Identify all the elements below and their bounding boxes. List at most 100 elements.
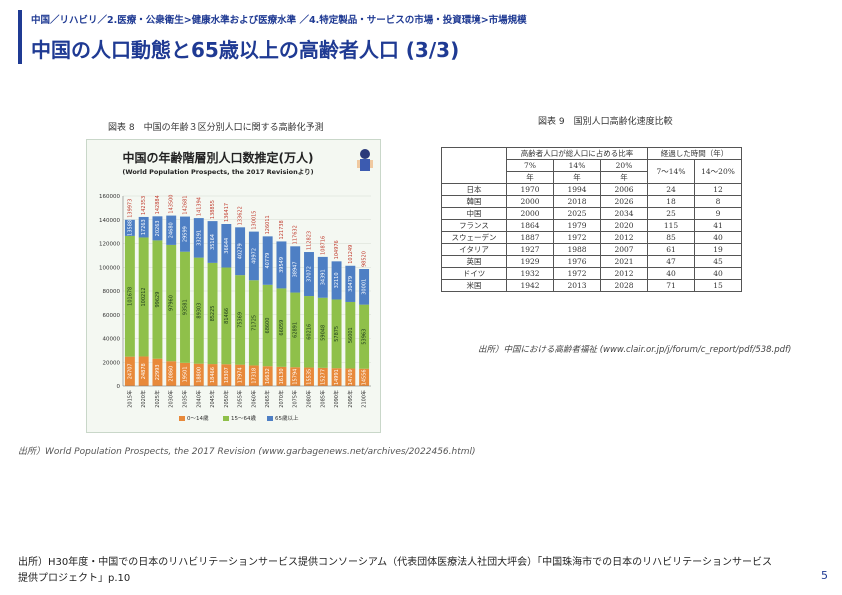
table-cell: 2007 <box>600 243 648 256</box>
bar-value-label: 32110 <box>334 272 340 288</box>
bar-segment-15-64 <box>124 235 135 357</box>
bar-value-label: 85225 <box>210 306 216 322</box>
bar-value-label: 59048 <box>320 325 326 341</box>
chart-subtitle: (World Population Prospects, the 2017 Re… <box>122 167 313 176</box>
bar-value-label: 15535 <box>307 369 313 385</box>
bar-segment-0-14 <box>248 365 259 386</box>
bar-value-label: 14769 <box>348 369 354 385</box>
table-cell: 1864 <box>506 219 554 232</box>
bar-segment-15-64 <box>221 267 232 365</box>
table-cell: 1887 <box>506 231 554 244</box>
bar-total-label: 98520 <box>362 251 368 267</box>
bar-value-label: 13588 <box>127 220 133 236</box>
x-axis: 2015年 2020年 2025年 2030年 2035年 2040年 2045年 2050年… <box>123 385 371 408</box>
bar-segment-0-14 <box>152 358 163 386</box>
bar-value-label: 100212 <box>141 287 147 306</box>
bar-segment-15-64 <box>138 237 149 357</box>
bar-segment-0-14 <box>276 366 287 386</box>
table-header-cell: 7% <box>506 159 554 172</box>
table-cell: 85 <box>647 231 695 244</box>
table-row: 米国 1942 2013 2028 71 15 <box>441 279 742 292</box>
bar-segment-0-14 <box>331 368 342 386</box>
table-cell-country: 韓国 <box>441 195 507 208</box>
table-cell: 1970 <box>506 183 554 196</box>
table-cell: 2000 <box>506 207 554 220</box>
table-cell: 18 <box>647 195 695 208</box>
x-tick-label: 2095年 <box>347 390 354 408</box>
bar-value-label: 57875 <box>334 326 340 342</box>
bar-value-label: 19501 <box>183 366 189 382</box>
x-tick-label: 2060年 <box>250 390 257 408</box>
bar-segment-0-14 <box>180 362 190 386</box>
table-cell: 2034 <box>600 207 648 220</box>
bar-segment-0-14 <box>138 356 149 386</box>
table-cell: 71 <box>647 279 695 292</box>
table-row: 英国 1929 1976 2021 47 45 <box>441 255 742 268</box>
table-header-cell: 14〜20% <box>694 159 742 184</box>
page-title: 中国の人口動態と65歳以上の高齢者人口 (3/3) <box>31 38 460 62</box>
table-cell: 40 <box>694 267 742 280</box>
table-header-cell: 経過した時間（年） <box>647 147 742 160</box>
x-tick-label: 2075年 <box>292 390 299 408</box>
bar-segment-15-64 <box>180 251 190 363</box>
table-cell: 1927 <box>506 243 554 256</box>
table-cell: 19 <box>694 243 742 256</box>
table-cell-country: 日本 <box>441 183 507 196</box>
table-cell: 12 <box>694 183 742 196</box>
legend-label: 0〜14歳 <box>187 414 209 422</box>
bar-segment-65-plus <box>138 216 149 238</box>
table-cell: 2020 <box>600 219 648 232</box>
bar-segment-0-14 <box>221 364 232 386</box>
table-header-cell: 7〜14% <box>647 159 695 184</box>
breadcrumb: 中国／リハビリ／2.医療・公衆衛生>健康水準および医療水準 ／4.特定製品・サー… <box>31 15 527 26</box>
chart-title: 中国の年齢階層別人口数推定(万人) <box>123 150 314 165</box>
legend-label: 65歳以上 <box>275 414 299 422</box>
bar-segment-0-14 <box>317 367 328 386</box>
table-row: 日本 1970 1994 2006 24 12 <box>441 183 742 196</box>
table-cell-country: イタリア <box>441 243 507 256</box>
bar-value-label: 81466 <box>224 308 230 324</box>
bar-value-label: 75369 <box>238 312 244 328</box>
table-cell: 2018 <box>553 195 601 208</box>
bar-segment-15-64 <box>359 304 370 369</box>
table-cell: 1988 <box>553 243 601 256</box>
bar-total-label: 104976 <box>334 240 340 259</box>
bar-value-label: 56001 <box>348 327 354 343</box>
bar-value-label: 101678 <box>127 287 133 306</box>
table-cell: 1972 <box>553 231 601 244</box>
x-tick-label: 2040年 <box>195 390 202 408</box>
table-row: イタリア 1927 1988 2007 61 19 <box>441 243 742 256</box>
bar-value-label: 16130 <box>279 368 285 384</box>
table-header-cell: 年 <box>553 171 601 184</box>
y-tick-label: 140000 <box>99 218 120 224</box>
x-tick-label: 2055年 <box>237 390 244 408</box>
bar-segment-15-64 <box>235 275 246 365</box>
bar-value-label: 99629 <box>155 292 161 308</box>
bar-total-label: 142681 <box>183 195 189 214</box>
bar-segment-15-64 <box>304 296 314 368</box>
bar-value-label: 38947 <box>293 261 299 277</box>
bar-value-label: 89303 <box>196 303 202 319</box>
bar-segment-65-plus <box>262 236 273 285</box>
bar-value-label: 16632 <box>265 368 271 384</box>
table-cell: 2006 <box>600 183 648 196</box>
bar-segment-15-64 <box>207 262 218 365</box>
y-tick-label: 40000 <box>103 337 121 343</box>
table-cell-country: スウェーデン <box>441 231 507 244</box>
bar-segment-0-14 <box>345 368 356 386</box>
table-cell: 2025 <box>553 207 601 220</box>
bar-segment-0-14 <box>304 367 314 386</box>
bar-segment-65-plus <box>221 224 232 268</box>
table-cell: 9 <box>694 207 742 220</box>
bar-value-label: 39549 <box>279 257 285 273</box>
bar-segment-15-64 <box>290 292 301 368</box>
table-cell-country: 中国 <box>441 207 507 220</box>
legend-swatch <box>267 416 273 421</box>
bar-value-label: 17974 <box>238 367 244 383</box>
table-cell: 1972 <box>553 267 601 280</box>
y-tick-label: 80000 <box>103 289 121 295</box>
bar-value-label: 29599 <box>183 226 189 242</box>
bar-value-label: 35164 <box>210 234 216 250</box>
bar-segment-0-14 <box>235 364 246 386</box>
table-cell: 2021 <box>600 255 648 268</box>
